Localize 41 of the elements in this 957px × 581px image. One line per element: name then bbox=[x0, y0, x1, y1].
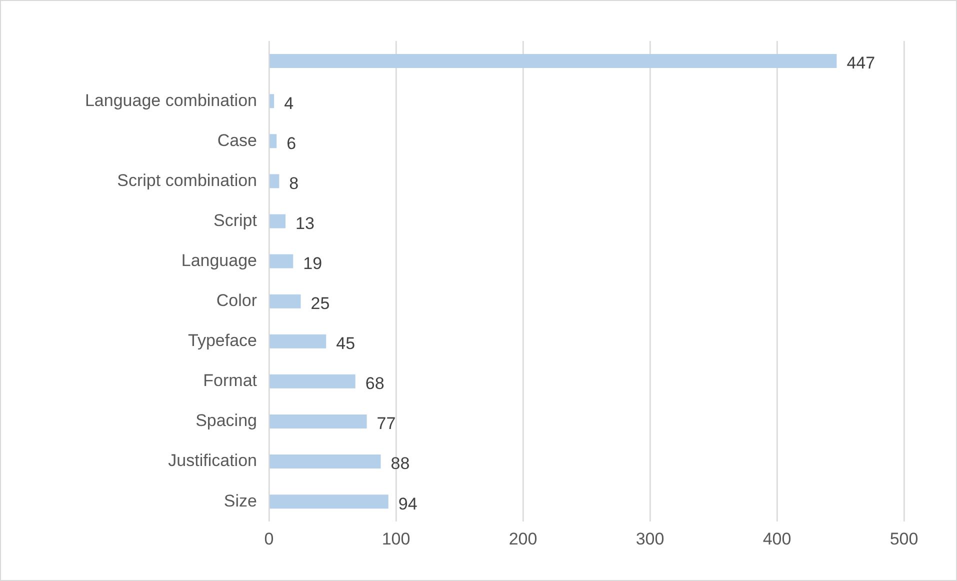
bar bbox=[270, 134, 277, 148]
bar bbox=[270, 494, 388, 509]
y-tick-label: Language combination bbox=[84, 90, 257, 110]
y-tick-label: Typeface bbox=[188, 331, 257, 350]
data-label: 19 bbox=[303, 254, 322, 273]
data-label: 94 bbox=[398, 494, 418, 514]
bar bbox=[270, 254, 294, 268]
data-label: 6 bbox=[286, 134, 296, 153]
data-label: 68 bbox=[365, 374, 384, 394]
data-label: 4 bbox=[284, 94, 294, 113]
y-tick-label: Spacing bbox=[196, 411, 257, 430]
x-tick-label: 200 bbox=[508, 529, 538, 548]
y-tick-label: Size bbox=[224, 491, 257, 510]
y-tick-label: Color bbox=[216, 291, 258, 310]
data-label: 447 bbox=[846, 54, 876, 73]
y-tick-label: Script bbox=[214, 210, 258, 230]
bar bbox=[270, 214, 286, 228]
data-label: 8 bbox=[289, 174, 299, 193]
bar bbox=[270, 374, 356, 388]
x-tick-label: 100 bbox=[382, 529, 410, 548]
bar bbox=[270, 174, 280, 188]
x-tick-label: 300 bbox=[636, 529, 664, 548]
x-tick-label: 500 bbox=[890, 529, 918, 548]
y-tick-label: Case bbox=[217, 130, 257, 150]
data-label: 13 bbox=[296, 214, 314, 233]
data-label: 45 bbox=[336, 334, 356, 354]
data-label: 25 bbox=[310, 294, 330, 314]
y-tick-label: Justification bbox=[168, 451, 257, 470]
bar bbox=[270, 414, 367, 428]
x-tick-label: 400 bbox=[762, 529, 792, 548]
data-label: 88 bbox=[390, 454, 410, 474]
data-label: 77 bbox=[376, 414, 396, 434]
y-tick-label: Language bbox=[181, 250, 257, 270]
bar bbox=[270, 334, 326, 348]
bar bbox=[270, 454, 381, 469]
y-tick-label: Script combination bbox=[117, 170, 257, 190]
bar bbox=[270, 294, 301, 308]
x-tick-label: 0 bbox=[264, 529, 274, 548]
y-tick-label: Format bbox=[203, 371, 258, 390]
bar bbox=[270, 54, 837, 68]
bar bbox=[270, 94, 274, 108]
